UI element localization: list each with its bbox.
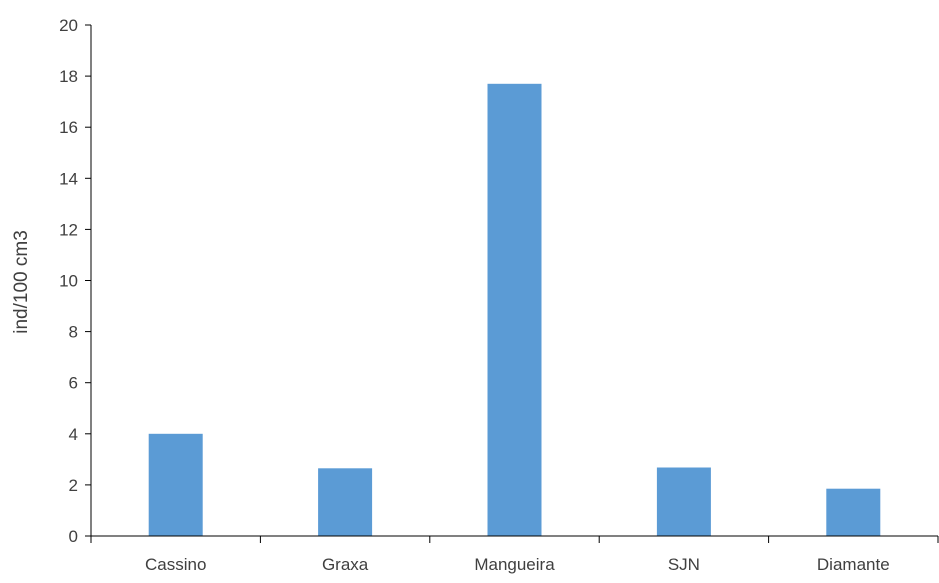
y-tick-label: 18 [59, 67, 78, 86]
labels-group: 0 2 4 6 8 10 12 14 16 18 20 Cassino Graxa Mangueira SJ… [59, 16, 890, 574]
y-tick-label: 6 [69, 374, 78, 393]
y-axis-title: ind/100 cm3 [11, 230, 32, 334]
y-tick-label: 2 [69, 476, 78, 495]
x-category-label: SJN [668, 555, 700, 574]
x-category-label: Mangueira [474, 555, 555, 574]
bar-mangueira [487, 83, 542, 537]
y-tick-label: 10 [59, 272, 78, 291]
y-tick-label: 8 [69, 323, 78, 342]
y-tick-label: 4 [69, 425, 78, 444]
x-category-label: Diamante [817, 555, 890, 574]
bar-sjn [656, 467, 711, 536]
bar-diamante [826, 488, 881, 536]
x-category-label: Cassino [145, 555, 206, 574]
x-category-label: Graxa [322, 555, 369, 574]
y-tick-label: 20 [59, 16, 78, 35]
y-tick-label: 0 [69, 527, 78, 546]
bar-cassino [148, 433, 203, 536]
bar-graxa [318, 468, 373, 536]
axes-group [85, 24, 939, 543]
y-tick-label: 12 [59, 220, 78, 239]
bars-group [148, 83, 881, 537]
y-tick-label: 16 [59, 118, 78, 137]
y-tick-label: 14 [59, 169, 78, 188]
